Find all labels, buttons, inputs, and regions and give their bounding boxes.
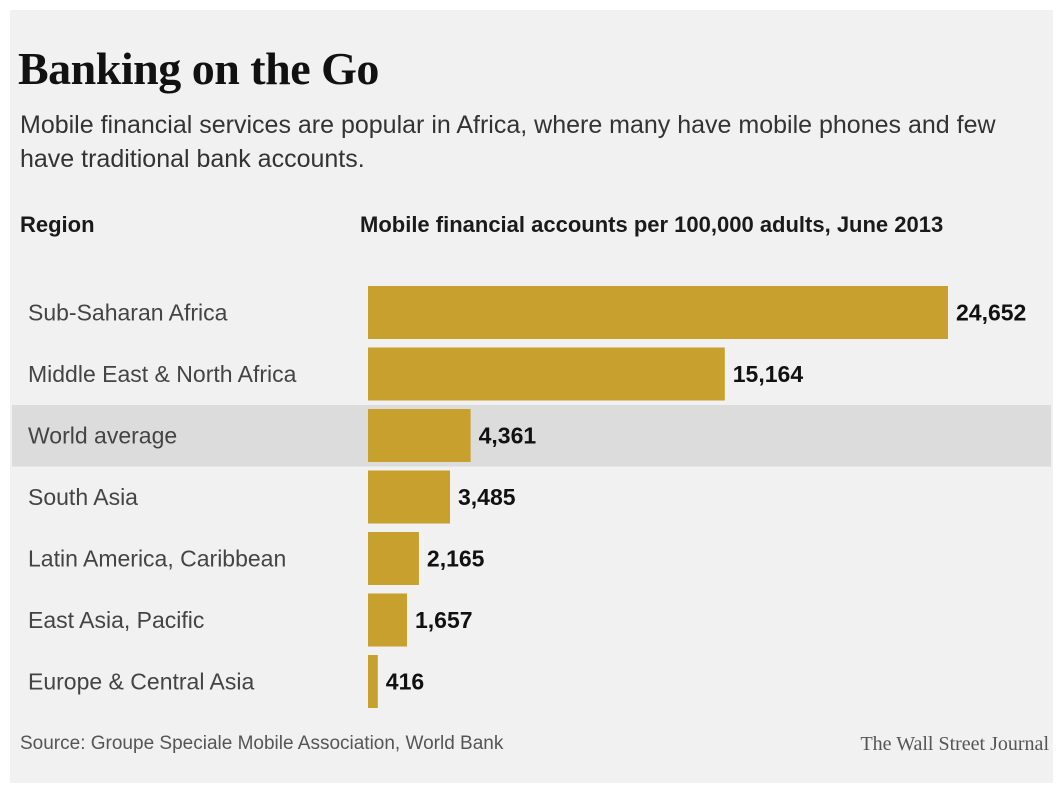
value-label: 2,165 <box>427 546 485 572</box>
highlight-band <box>12 405 1051 467</box>
value-label: 416 <box>386 669 424 695</box>
bar <box>368 593 407 647</box>
value-label: 15,164 <box>733 361 804 387</box>
category-label: Europe & Central Asia <box>28 669 255 695</box>
category-label: East Asia, Pacific <box>28 607 204 633</box>
value-label: 24,652 <box>956 300 1026 326</box>
category-label: Sub-Saharan Africa <box>28 300 228 326</box>
value-label: 4,361 <box>479 423 537 449</box>
source-note: Source: Groupe Speciale Mobile Associati… <box>20 733 504 754</box>
value-label: 1,657 <box>415 607 473 633</box>
chart-title: Banking on the Go <box>18 43 379 94</box>
category-label: Latin America, Caribbean <box>28 546 286 572</box>
category-label: Middle East & North Africa <box>28 361 297 387</box>
publisher-credit: The Wall Street Journal <box>860 733 1049 755</box>
bar <box>368 286 948 339</box>
category-label: World average <box>28 423 177 449</box>
bar <box>368 655 378 708</box>
bar <box>368 532 419 585</box>
measure-column-header: Mobile financial accounts per 100,000 ad… <box>360 212 944 237</box>
bar <box>368 409 471 462</box>
chart-subtitle: Mobile financial services are popular in… <box>20 111 996 173</box>
bar <box>368 470 450 524</box>
bar <box>368 347 725 401</box>
value-label: 3,485 <box>458 484 516 510</box>
region-column-header: Region <box>20 212 95 237</box>
category-label: South Asia <box>28 484 138 510</box>
